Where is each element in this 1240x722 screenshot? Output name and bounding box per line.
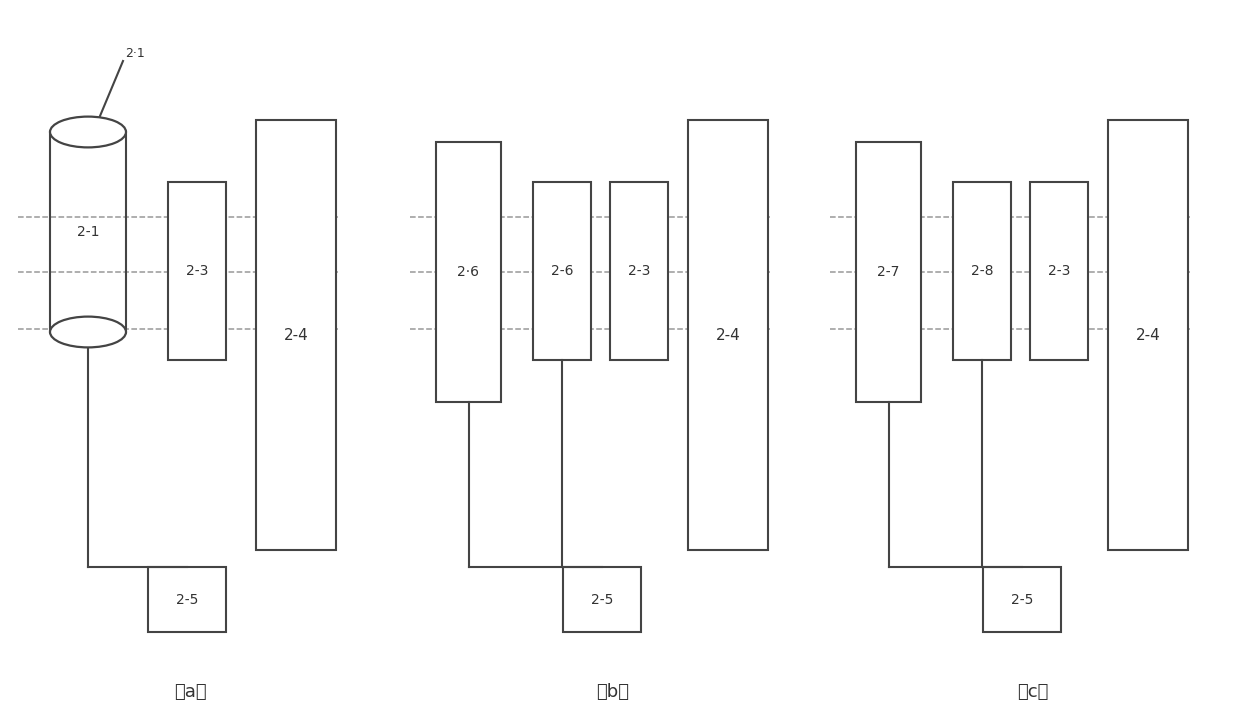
Bar [1109,120,1188,550]
Text: 2-1: 2-1 [77,225,99,239]
Bar [983,567,1061,632]
Ellipse shape [50,317,126,347]
Text: 2-3: 2-3 [627,264,650,278]
Text: 2·6: 2·6 [458,265,480,279]
Text: 2·1: 2·1 [125,47,145,60]
Text: （c）: （c） [1017,683,1049,701]
Bar [255,120,336,550]
Text: 2-4: 2-4 [715,328,740,342]
Text: （a）: （a） [174,683,206,701]
Bar [954,182,1011,360]
Text: 2-6: 2-6 [551,264,573,278]
Text: 2-3: 2-3 [1048,264,1070,278]
Text: 2-5: 2-5 [176,593,198,606]
Text: 2-5: 2-5 [1011,593,1033,606]
Text: 2-7: 2-7 [878,265,900,279]
Bar [563,567,641,632]
Bar [436,142,501,402]
Text: 2-8: 2-8 [971,264,993,278]
Ellipse shape [50,116,126,147]
Text: 2-5: 2-5 [590,593,614,606]
Bar [688,120,768,550]
Bar [533,182,591,360]
Bar [856,142,921,402]
Text: 2-4: 2-4 [284,328,309,342]
Bar [1030,182,1087,360]
Bar [167,182,226,360]
Bar [610,182,668,360]
Text: 2-3: 2-3 [186,264,208,278]
Bar [148,567,226,632]
Text: 2-4: 2-4 [1136,328,1161,342]
Text: （b）: （b） [596,683,630,701]
